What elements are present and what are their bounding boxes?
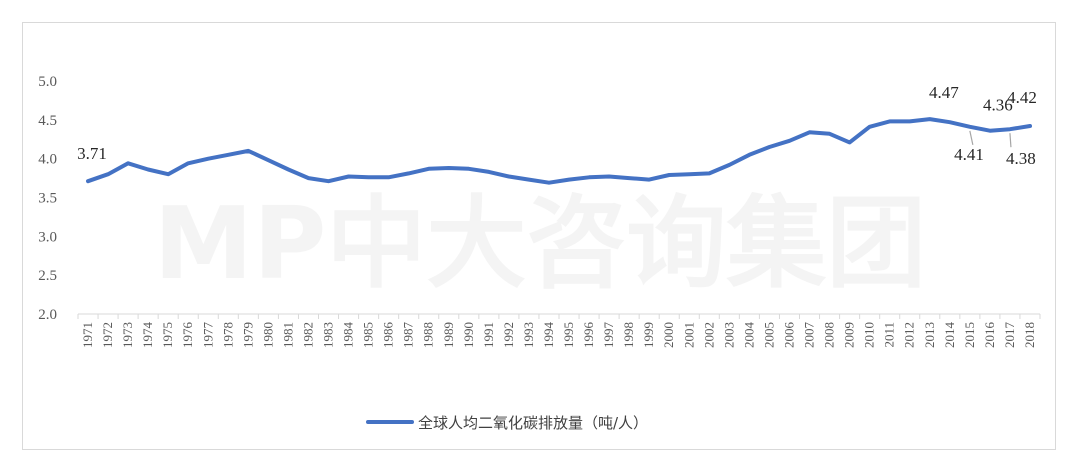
x-tick-label: 2007: [802, 322, 817, 349]
x-tick-label: 1974: [140, 322, 155, 349]
x-tick-label: 1986: [381, 322, 396, 349]
y-tick-label: 2.5: [38, 268, 57, 284]
x-tick-label: 2000: [661, 322, 676, 348]
x-tick-label: 1998: [621, 322, 636, 348]
y-tick-label: 5.0: [38, 74, 57, 90]
x-tick-label: 2017: [1002, 322, 1017, 349]
y-tick-label: 4.0: [38, 152, 57, 168]
x-tick-label: 2006: [781, 322, 796, 349]
x-tick-label: 2001: [681, 322, 696, 348]
x-tick-label: 1978: [220, 322, 235, 348]
x-tick-label: 2009: [842, 322, 857, 348]
x-tick-label: 1995: [561, 322, 576, 348]
x-tick-label: 1980: [260, 322, 275, 348]
x-tick-label: 1975: [160, 322, 175, 348]
series-line: [86, 117, 1032, 185]
data-label: 3.71: [77, 144, 107, 163]
x-tick-label: 1981: [280, 322, 295, 348]
x-tick-label: 1979: [240, 322, 255, 348]
x-tick-label: 2018: [1022, 322, 1037, 348]
data-label-leader: [1009, 133, 1012, 148]
y-tick-label: 4.5: [38, 113, 57, 129]
x-tick-label: 1996: [581, 322, 596, 349]
x-tick-label: 1994: [541, 322, 556, 349]
data-label: 4.36: [983, 96, 1013, 115]
x-tick-label: 1976: [180, 322, 195, 349]
data-label: 4.41: [954, 145, 984, 164]
x-tick-label: 2002: [701, 322, 716, 348]
x-tick-label: 1992: [501, 322, 516, 348]
x-tick-label: 1977: [200, 322, 215, 349]
x-tick-label: 1991: [481, 322, 496, 348]
x-tick-label: 1989: [441, 322, 456, 348]
y-tick-label: 3.0: [38, 229, 57, 245]
x-tick-label: 2011: [882, 322, 897, 348]
x-tick-label: 2016: [982, 322, 997, 349]
watermark: MP中大咨询集团: [154, 185, 927, 302]
data-label-leader: [969, 130, 974, 145]
x-tick-label: 2010: [862, 322, 877, 348]
y-axis: 2.0 2.5 3.0 3.5 4.0 4.5 5.0: [38, 74, 57, 323]
legend: 全球人均二氧化碳排放量（吨/人）: [366, 414, 648, 432]
y-tick-label: 2.0: [38, 307, 57, 323]
x-tick-label: 2003: [721, 322, 736, 348]
x-tick-label: 1984: [341, 322, 356, 349]
x-tick-label: 1973: [120, 322, 135, 348]
x-tick-label: 1997: [601, 322, 616, 349]
x-tick-label: 1972: [100, 322, 115, 348]
data-label: 4.47: [929, 83, 959, 102]
x-tick-label: 2014: [942, 322, 957, 349]
x-tick-label: 2005: [761, 322, 776, 348]
y-tick-label: 3.5: [38, 191, 57, 207]
x-tick-label: 2012: [902, 322, 917, 348]
x-tick-label: 1971: [80, 322, 95, 348]
x-tick-label: 1985: [361, 322, 376, 348]
x-tick-label: 2004: [741, 322, 756, 349]
x-tick-label: 1987: [401, 322, 416, 349]
x-tick-label: 1999: [641, 322, 656, 348]
chart-frame: [22, 22, 1056, 450]
data-label: 4.38: [1006, 149, 1036, 168]
x-tick-label: 2013: [922, 322, 937, 348]
data-labels: 3.71 4.47 4.41 4.36 4.38 4.42: [77, 83, 1037, 168]
x-tick-label: 1988: [421, 322, 436, 348]
x-tick-label: 1982: [300, 322, 315, 348]
legend-label: 全球人均二氧化碳排放量（吨/人）: [418, 414, 648, 432]
x-tick-label: 1983: [321, 322, 336, 348]
x-tick-label: 1993: [521, 322, 536, 348]
x-axis: 1971 1972 1973 1974 1975 1976 1977 1978 1979 1980…: [77, 314, 1041, 349]
x-tick-label: 1990: [461, 322, 476, 348]
x-tick-label: 2015: [962, 322, 977, 348]
x-tick-label: 2008: [822, 322, 837, 348]
data-label: 4.42: [1007, 88, 1037, 107]
